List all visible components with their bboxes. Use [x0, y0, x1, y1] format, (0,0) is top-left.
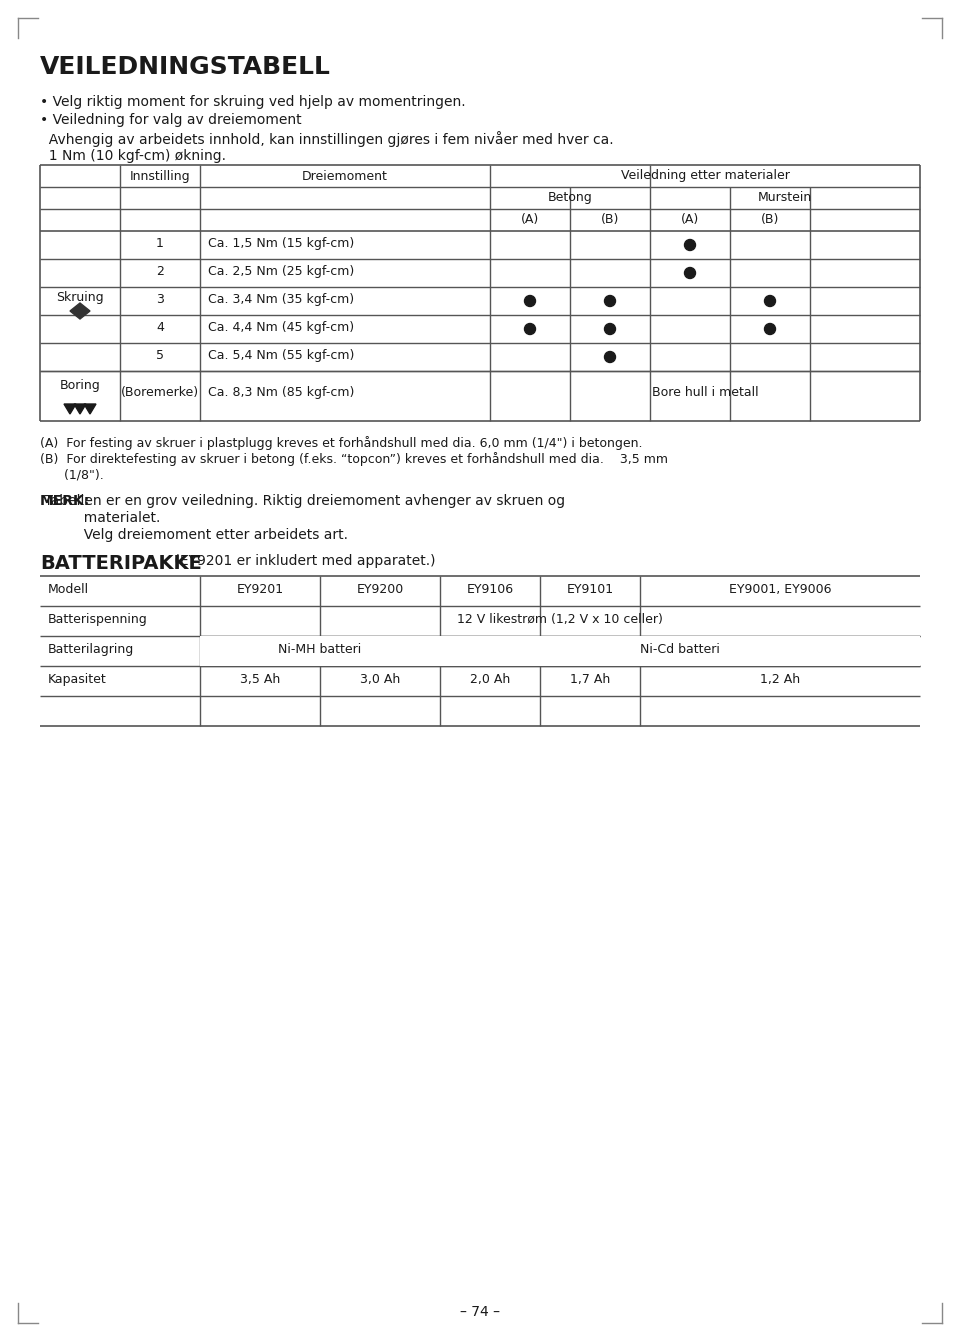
Text: (B): (B) [601, 213, 619, 227]
Text: Batterispenning: Batterispenning [48, 613, 148, 626]
Text: 2: 2 [156, 266, 164, 278]
Text: Ca. 1,5 Nm (15 kgf-cm): Ca. 1,5 Nm (15 kgf-cm) [208, 237, 354, 249]
Text: Betong: Betong [547, 190, 592, 204]
Polygon shape [74, 404, 86, 414]
Text: Bore hull i metall: Bore hull i metall [652, 386, 758, 400]
Circle shape [684, 267, 695, 279]
Text: Ca. 3,4 Nm (35 kgf-cm): Ca. 3,4 Nm (35 kgf-cm) [208, 292, 354, 306]
Text: 4: 4 [156, 320, 164, 334]
Text: 12 V likestrøm (1,2 V x 10 celler): 12 V likestrøm (1,2 V x 10 celler) [457, 613, 663, 626]
Text: Ca. 8,3 Nm (85 kgf-cm): Ca. 8,3 Nm (85 kgf-cm) [208, 386, 354, 400]
Text: (B): (B) [761, 213, 780, 227]
Text: EY9201: EY9201 [236, 583, 283, 595]
Text: • Veiledning for valg av dreiemoment: • Veiledning for valg av dreiemoment [40, 113, 301, 127]
Circle shape [524, 323, 536, 334]
Text: (A): (A) [681, 213, 699, 227]
Text: Murstein: Murstein [757, 190, 812, 204]
Text: (A)  For festing av skruer i plastplugg kreves et forhåndshull med dia. 6,0 mm (: (A) For festing av skruer i plastplugg k… [40, 436, 642, 451]
Text: EY9001, EY9006: EY9001, EY9006 [729, 583, 831, 595]
Text: EY9200: EY9200 [356, 583, 403, 595]
Text: Ni-Cd batteri: Ni-Cd batteri [640, 642, 720, 656]
Circle shape [605, 295, 615, 307]
Text: Tabellen er en grov veiledning. Riktig dreiemoment avhenger av skruen og: Tabellen er en grov veiledning. Riktig d… [40, 493, 565, 508]
Text: Ni-MH batteri: Ni-MH batteri [278, 642, 362, 656]
Text: • Velg riktig moment for skruing ved hjelp av momentringen.: • Velg riktig moment for skruing ved hje… [40, 95, 466, 109]
Text: Kapasitet: Kapasitet [48, 673, 107, 687]
Text: 1 Nm (10 kgf-cm) økning.: 1 Nm (10 kgf-cm) økning. [40, 149, 226, 164]
Text: Dreiemoment: Dreiemoment [302, 170, 388, 182]
Text: EY9101: EY9101 [566, 583, 613, 595]
Text: Ca. 4,4 Nm (45 kgf-cm): Ca. 4,4 Nm (45 kgf-cm) [208, 320, 354, 334]
Text: 1,7 Ah: 1,7 Ah [570, 673, 611, 687]
Text: Innstilling: Innstilling [130, 170, 190, 182]
Text: (B)  For direktefesting av skruer i betong (f.eks. “topcon”) kreves et forhåndsh: (B) For direktefesting av skruer i beton… [40, 452, 668, 465]
Text: EY9106: EY9106 [467, 583, 514, 595]
Circle shape [605, 323, 615, 334]
Text: 3: 3 [156, 292, 164, 306]
Text: 2,0 Ah: 2,0 Ah [469, 673, 510, 687]
Text: 1,2 Ah: 1,2 Ah [760, 673, 800, 687]
Circle shape [764, 295, 776, 307]
Polygon shape [64, 404, 76, 414]
Text: VEILEDNINGSTABELL: VEILEDNINGSTABELL [40, 55, 331, 79]
Text: – 74 –: – 74 – [460, 1305, 500, 1320]
Text: Veiledning etter materialer: Veiledning etter materialer [620, 169, 789, 182]
Text: MERK:: MERK: [40, 493, 90, 508]
Text: (Boremerke): (Boremerke) [121, 386, 199, 400]
Text: Boring: Boring [60, 380, 101, 392]
Text: (EY9201 er inkludert med apparatet.): (EY9201 er inkludert med apparatet.) [170, 554, 436, 569]
Text: Skruing: Skruing [57, 291, 104, 304]
Text: (1/8").: (1/8"). [40, 468, 104, 481]
Polygon shape [70, 303, 90, 319]
Text: Ca. 5,4 Nm (55 kgf-cm): Ca. 5,4 Nm (55 kgf-cm) [208, 349, 354, 362]
Text: (A): (A) [521, 213, 540, 227]
Text: materialet.: materialet. [40, 511, 160, 524]
Text: 5: 5 [156, 349, 164, 362]
Text: Avhengig av arbeidets innhold, kan innstillingen gjøres i fem nivåer med hver ca: Avhengig av arbeidets innhold, kan innst… [40, 131, 613, 148]
Text: Batterilagring: Batterilagring [48, 642, 134, 656]
Bar [200, 636, 440, 666]
Bar [440, 636, 920, 666]
Circle shape [764, 323, 776, 334]
Text: Modell: Modell [48, 583, 89, 595]
Text: BATTERIPAKKE: BATTERIPAKKE [40, 554, 202, 573]
Text: 3,5 Ah: 3,5 Ah [240, 673, 280, 687]
Text: Ca. 2,5 Nm (25 kgf-cm): Ca. 2,5 Nm (25 kgf-cm) [208, 266, 354, 278]
Text: 1: 1 [156, 237, 164, 249]
Text: Velg dreiemoment etter arbeidets art.: Velg dreiemoment etter arbeidets art. [40, 528, 348, 542]
Text: 3,0 Ah: 3,0 Ah [360, 673, 400, 687]
Polygon shape [84, 404, 96, 414]
Circle shape [684, 240, 695, 251]
Circle shape [524, 295, 536, 307]
Circle shape [605, 351, 615, 362]
